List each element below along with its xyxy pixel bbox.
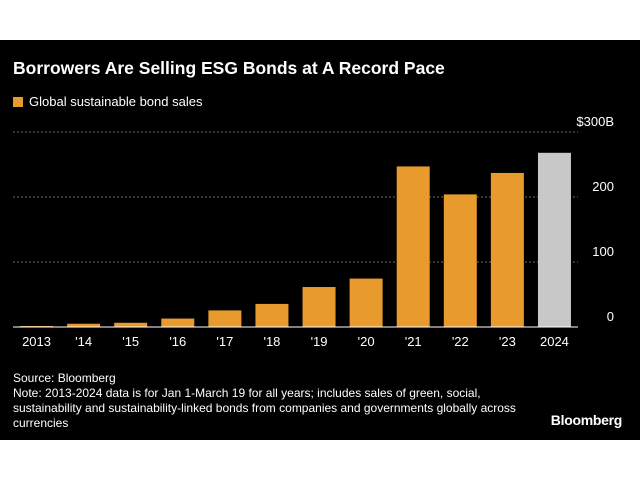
y-tick-label: $300B xyxy=(576,114,614,129)
x-tick-label: 2013 xyxy=(22,334,51,349)
bar xyxy=(490,172,524,327)
bar-chart: 0 100 200 $300B 2013 '14 '15 '16 '17 '18 '19 '20 '21… xyxy=(13,114,614,349)
x-tick-label: '18 xyxy=(263,334,280,349)
note-text: Note: 2013-2024 data is for Jan 1-March … xyxy=(13,386,516,430)
y-tick-label: 100 xyxy=(592,244,614,259)
bloomberg-logo: Bloomberg xyxy=(550,412,623,428)
x-tick-label: '22 xyxy=(452,334,469,349)
bar xyxy=(67,323,101,327)
x-tick-label: '19 xyxy=(311,334,328,349)
bar xyxy=(208,310,242,327)
bar xyxy=(161,318,195,327)
bar xyxy=(302,287,336,327)
x-tick-label: '21 xyxy=(405,334,422,349)
legend: Global sustainable bond sales xyxy=(13,94,202,109)
x-tick-label: '14 xyxy=(75,334,92,349)
bar xyxy=(349,278,383,327)
x-tick-label: '15 xyxy=(122,334,139,349)
legend-swatch xyxy=(13,96,23,107)
x-tick-label: '20 xyxy=(358,334,375,349)
chart-panel: Borrowers Are Selling ESG Bonds at A Rec… xyxy=(0,40,640,440)
y-tick-label: 200 xyxy=(592,179,614,194)
legend-label: Global sustainable bond sales xyxy=(29,94,203,109)
chart-title: Borrowers Are Selling ESG Bonds at A Rec… xyxy=(13,58,445,78)
bar xyxy=(396,166,430,327)
bar xyxy=(114,322,148,327)
y-tick-label: 0 xyxy=(607,309,614,324)
bar xyxy=(443,194,477,327)
x-tick-label: 2024 xyxy=(540,334,569,349)
x-tick-label: '16 xyxy=(169,334,186,349)
bar xyxy=(537,152,571,327)
x-tick-label: '17 xyxy=(216,334,233,349)
bar xyxy=(255,303,289,327)
x-tick-label: '23 xyxy=(499,334,516,349)
source-text: Source: Bloomberg xyxy=(13,371,116,385)
